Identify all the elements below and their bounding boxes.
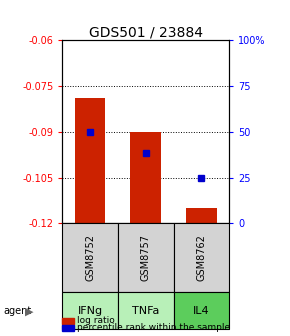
- Text: ▶: ▶: [25, 306, 33, 317]
- Bar: [75, 98, 106, 223]
- Title: GDS501 / 23884: GDS501 / 23884: [89, 25, 203, 39]
- Bar: [130, 132, 161, 223]
- Bar: [186, 208, 217, 223]
- Text: GSM8752: GSM8752: [85, 235, 95, 281]
- Bar: [173, 223, 229, 292]
- Text: percentile rank within the sample: percentile rank within the sample: [77, 324, 230, 332]
- Text: IFNg: IFNg: [78, 306, 103, 316]
- Text: GSM8762: GSM8762: [196, 235, 206, 281]
- Text: IL4: IL4: [193, 306, 210, 316]
- Bar: [62, 292, 118, 329]
- Bar: [118, 223, 173, 292]
- Text: log ratio: log ratio: [77, 316, 115, 325]
- Bar: [118, 292, 173, 329]
- Bar: [62, 223, 118, 292]
- Text: agent: agent: [3, 306, 31, 317]
- Text: GSM8757: GSM8757: [141, 235, 151, 281]
- Bar: [173, 292, 229, 329]
- Text: TNFa: TNFa: [132, 306, 160, 316]
